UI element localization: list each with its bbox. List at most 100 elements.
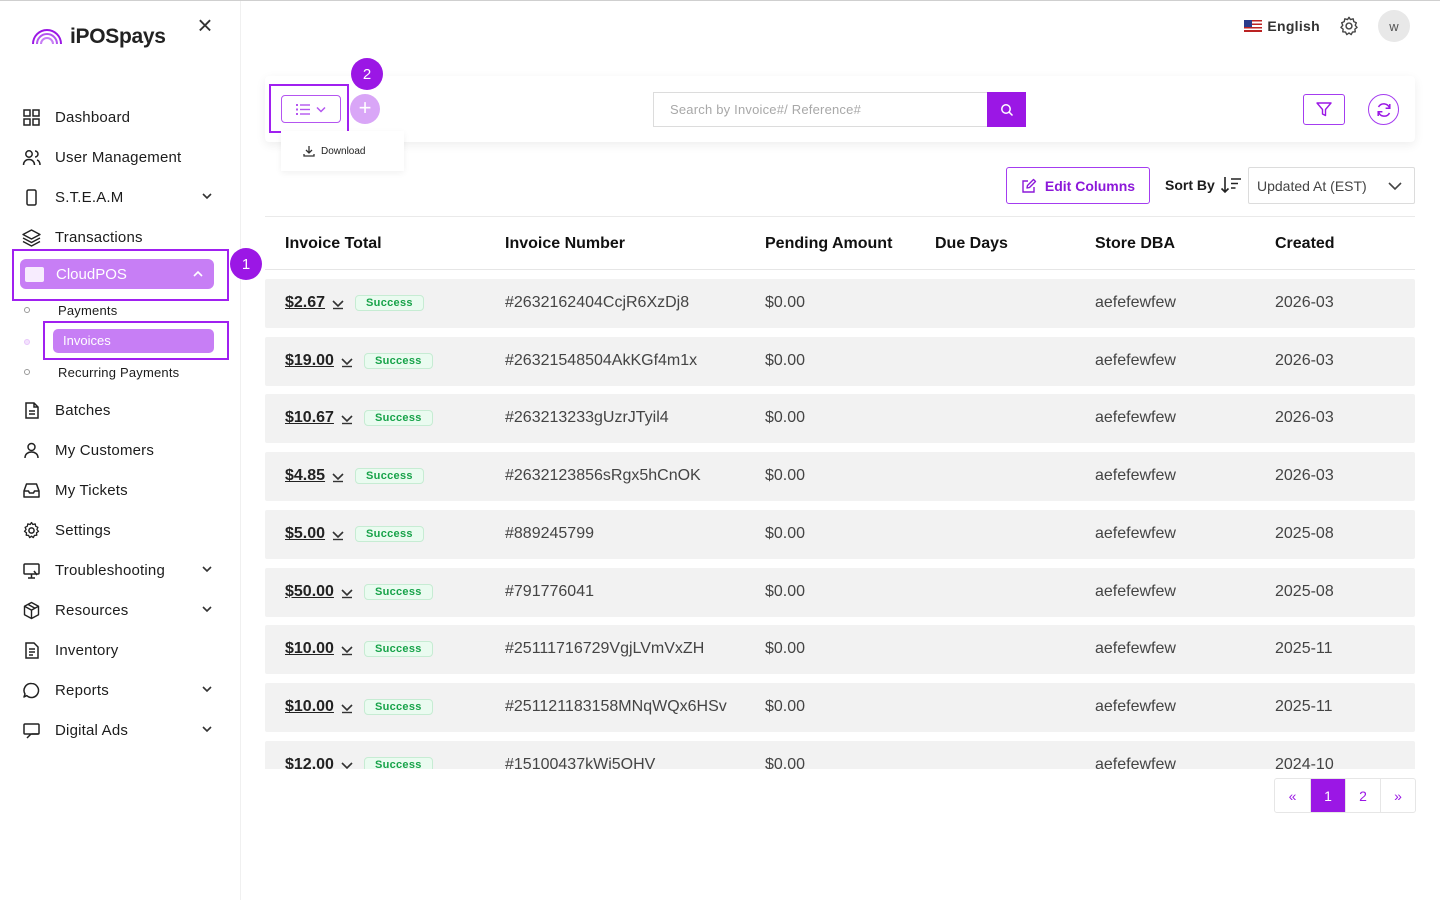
sort-descending-icon[interactable] xyxy=(1220,175,1242,195)
invoice-total-link[interactable]: $12.00 xyxy=(285,755,334,769)
sidebar-item-my-tickets[interactable]: My Tickets xyxy=(22,478,218,502)
sidebar-item-label: User Management xyxy=(55,148,182,166)
chevron-down-icon[interactable] xyxy=(340,411,354,425)
sidebar-item-label: Troubleshooting xyxy=(55,561,166,579)
column-header-created[interactable]: Created xyxy=(1275,235,1335,252)
sidebar-subitem-invoices[interactable]: Invoices xyxy=(53,329,214,353)
file-icon xyxy=(22,641,41,660)
status-badge: Success xyxy=(363,641,433,658)
sidebar-item-batches[interactable]: Batches xyxy=(22,398,218,422)
sidebar-item-label: Resources xyxy=(55,601,129,619)
edit-columns-button[interactable]: Edit Columns xyxy=(1006,167,1150,204)
pagination-page-1[interactable]: 1 xyxy=(1310,779,1345,812)
invoice-total-cell: $12.00 Success xyxy=(285,756,433,769)
sort-by-label: Sort By xyxy=(1165,177,1215,193)
list-menu-button[interactable] xyxy=(281,95,341,123)
chevron-down-icon[interactable] xyxy=(200,682,214,696)
sidebar-subitem-recurring-payments[interactable]: Recurring Payments xyxy=(58,365,180,380)
column-header-invoice-number[interactable]: Invoice Number xyxy=(505,235,626,252)
download-menu-item[interactable]: Download xyxy=(281,131,404,171)
table-row[interactable]: $10.67 Success #263213233gUzrJTyil4 $0.00 ae… xyxy=(265,394,1415,444)
close-sidebar-icon[interactable]: × xyxy=(197,10,213,40)
invoice-total-link[interactable]: $10.00 xyxy=(285,697,334,715)
topbar: English w xyxy=(1244,10,1410,42)
invoice-total-link[interactable]: $10.00 xyxy=(285,640,334,658)
table-row[interactable]: $2.67 Success #2632162404CcjR6XzDj8 $0.00 ae… xyxy=(265,279,1415,328)
sidebar-item-label: Batches xyxy=(55,401,111,419)
chevron-down-icon[interactable] xyxy=(340,585,354,599)
invoice-total-cell: $10.67 Success xyxy=(285,409,433,427)
chevron-down-icon[interactable] xyxy=(331,469,345,483)
invoice-total-link[interactable]: $50.00 xyxy=(285,582,334,600)
table-row[interactable]: $4.85 Success #2632123856sRgx5hCnOK $0.00 ae… xyxy=(265,452,1415,502)
store-dba-cell: aefefewfew xyxy=(1095,582,1176,600)
table-row[interactable]: $5.00 Success #889245799 $0.00 aefefewfew 202… xyxy=(265,509,1415,559)
chevron-down-icon[interactable] xyxy=(200,189,214,203)
column-header-due-days[interactable]: Due Days xyxy=(935,235,1008,252)
chevron-down-icon[interactable] xyxy=(331,296,345,310)
chevron-down-icon[interactable] xyxy=(331,527,345,541)
sidebar-item-resources[interactable]: Resources xyxy=(22,598,218,622)
pagination-page-2[interactable]: 2 xyxy=(1345,779,1380,812)
logo-icon xyxy=(32,29,62,45)
sidebar-item-s-t-e-a-m[interactable]: S.T.E.A.M xyxy=(22,185,218,209)
pagination-prev[interactable]: « xyxy=(1288,787,1297,804)
sidebar-item-user-management[interactable]: User Management xyxy=(22,145,218,169)
store-dba-cell: aefefewfew xyxy=(1095,524,1176,542)
sort-select[interactable]: Updated At (EST) xyxy=(1248,167,1415,204)
add-invoice-button[interactable]: + xyxy=(350,94,380,124)
avatar[interactable]: w xyxy=(1378,10,1410,42)
column-header-store-dba[interactable]: Store DBA xyxy=(1095,235,1176,252)
card-icon xyxy=(25,266,44,282)
search-button[interactable] xyxy=(987,92,1026,127)
search-input[interactable] xyxy=(653,92,988,127)
language-selector[interactable]: English xyxy=(1244,18,1320,34)
refresh-button[interactable] xyxy=(1368,94,1399,125)
sidebar-item-my-customers[interactable]: My Customers xyxy=(22,438,218,462)
store-dba-cell: aefefewfew xyxy=(1095,640,1176,658)
sidebar-subitem-payments[interactable]: Payments xyxy=(58,303,118,318)
sidebar-item-dashboard[interactable]: Dashboard xyxy=(22,105,218,129)
device-icon xyxy=(22,188,41,207)
filter-button[interactable] xyxy=(1303,94,1345,125)
status-badge: Success xyxy=(363,756,433,769)
invoice-total-link[interactable]: $4.85 xyxy=(285,467,326,485)
invoice-total-link[interactable]: $19.00 xyxy=(285,351,334,369)
sidebar-item-transactions[interactable]: Transactions xyxy=(22,225,218,249)
sidebar-item-reports[interactable]: Reports xyxy=(22,678,218,702)
created-cell: 2025-11 xyxy=(1275,640,1333,658)
chevron-down-icon[interactable] xyxy=(200,562,214,576)
table-header: Invoice Total Invoice Number Pending Amo… xyxy=(265,217,1415,270)
chevron-down-icon[interactable] xyxy=(340,642,354,656)
chevron-down-icon xyxy=(316,106,326,113)
column-header-pending-amount[interactable]: Pending Amount xyxy=(765,235,893,252)
invoice-total-link[interactable]: $2.67 xyxy=(285,294,326,311)
chevron-down-icon[interactable] xyxy=(340,354,354,368)
invoice-total-link[interactable]: $5.00 xyxy=(285,524,326,542)
table-row[interactable]: $19.00 Success #26321548504AkKGf4m1x $0.00 a… xyxy=(265,336,1415,386)
table-row[interactable]: $10.00 Success #25111716729VgjLVmVxZH $0.00… xyxy=(265,625,1415,675)
invoice-total-link[interactable]: $10.67 xyxy=(285,409,334,427)
list-icon xyxy=(296,103,310,115)
table-row[interactable]: $12.00 Success #15100437kWi5OHV $0.00 aefefe… xyxy=(265,740,1415,769)
pagination-next[interactable]: » xyxy=(1380,779,1415,812)
table-row[interactable]: $10.00 Success #251121183158MNqWQx6HSv $0.0… xyxy=(265,682,1415,732)
chevron-down-icon[interactable] xyxy=(200,722,214,736)
gear-icon[interactable] xyxy=(1338,15,1360,37)
sidebar-item-settings[interactable]: Settings xyxy=(22,518,218,542)
sidebar-item-cloudpos[interactable]: CloudPOS xyxy=(20,259,214,289)
chevron-down-icon[interactable] xyxy=(200,602,214,616)
created-cell: 2025-08 xyxy=(1275,524,1334,542)
chevron-down-icon[interactable] xyxy=(340,700,354,714)
chevron-down-icon[interactable] xyxy=(340,758,354,769)
chevron-up-icon[interactable] xyxy=(192,269,204,279)
sub-dot xyxy=(24,307,30,313)
download-icon xyxy=(303,146,315,157)
sidebar-item-inventory[interactable]: Inventory xyxy=(22,638,218,662)
sidebar-item-troubleshooting[interactable]: Troubleshooting xyxy=(22,558,218,582)
box-icon xyxy=(22,601,41,620)
column-header-invoice-total[interactable]: Invoice Total xyxy=(285,235,382,252)
sidebar-item-digital-ads[interactable]: Digital Ads xyxy=(22,718,218,742)
table-row[interactable]: $50.00 Success #791776041 $0.00 aefefewfew 20… xyxy=(265,567,1415,617)
invoice-number-cell: #2632162404CcjR6XzDj8 xyxy=(505,294,690,311)
